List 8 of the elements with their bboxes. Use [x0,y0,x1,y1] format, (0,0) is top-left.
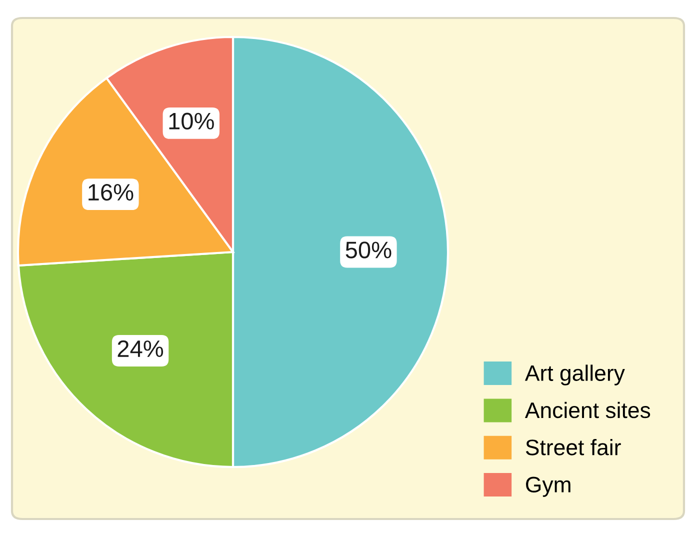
legend-label: Gym [526,476,570,497]
data-label: 50% [346,242,392,258]
legend-label: Ancient sites [524,402,650,418]
data-label: 10% [169,112,214,130]
legend-label: Street fair [526,439,621,456]
data-label: 24% [118,340,164,357]
legend-label: Art gallery [524,364,625,386]
data-label: 16% [88,184,134,201]
